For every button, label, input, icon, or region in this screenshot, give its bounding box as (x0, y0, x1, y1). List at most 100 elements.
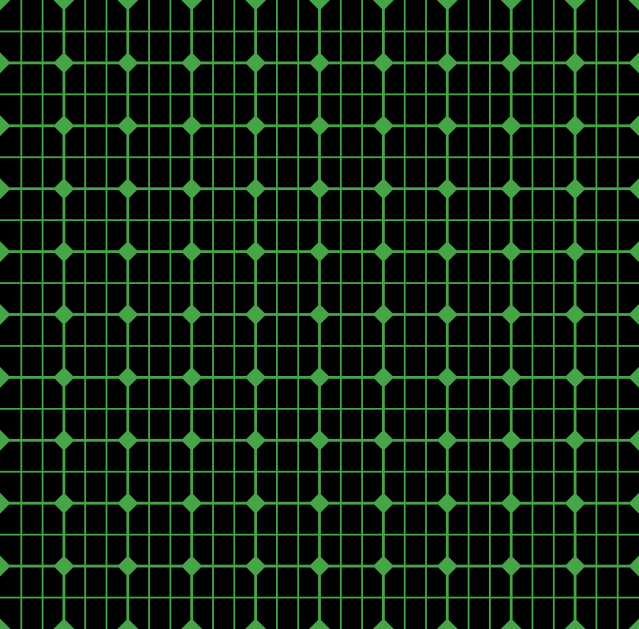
diamond-node (117, 618, 139, 629)
diamond-node (117, 429, 139, 451)
diamond-node (309, 555, 330, 577)
diamond-node (0, 555, 11, 577)
diamond-node (628, 115, 639, 137)
diamond-node (564, 304, 586, 325)
diamond-node (181, 241, 203, 263)
diamond-node (245, 429, 267, 451)
diamond-node (500, 115, 522, 137)
diamond-node (500, 178, 522, 200)
diamond-node (500, 241, 522, 263)
diamond-node (309, 618, 330, 629)
diamond-node (245, 178, 267, 200)
diamond-node (628, 555, 639, 577)
diamond-node (181, 555, 203, 577)
diamond-node (564, 555, 586, 577)
diamond-node (53, 241, 75, 263)
diamond-node (564, 492, 586, 514)
diamond-node (245, 0, 267, 11)
diamond-node (628, 492, 639, 514)
diamond-node (372, 429, 394, 451)
diamond-node (117, 241, 139, 263)
diamond-node (0, 0, 11, 11)
diamond-node (372, 618, 394, 629)
diamond-node (372, 366, 394, 388)
diamond-node (309, 178, 330, 200)
diamond-node (564, 618, 586, 629)
diamond-node (245, 115, 267, 137)
diamond-node (372, 304, 394, 325)
diamond-node (53, 0, 75, 11)
diamond-node (628, 241, 639, 263)
diamond-node (0, 52, 11, 74)
diamond-node (245, 241, 267, 263)
diamond-node (500, 304, 522, 325)
diamond-node (0, 618, 11, 629)
diamond-node (245, 555, 267, 577)
diamond-node (53, 366, 75, 388)
diamond-node (117, 0, 139, 11)
diamond-node (628, 429, 639, 451)
diamond-node (436, 0, 458, 11)
diamond-node (436, 618, 458, 629)
diamond-node (372, 178, 394, 200)
diamond-node (0, 366, 11, 388)
diamond-node (181, 492, 203, 514)
diamond-node (181, 52, 203, 74)
diamond-node (181, 178, 203, 200)
diamond-node (436, 241, 458, 263)
diamond-node (117, 555, 139, 577)
diamond-node (564, 241, 586, 263)
diamond-node (309, 429, 330, 451)
diamond-node (245, 618, 267, 629)
diamond-node (245, 304, 267, 325)
diamond-node (0, 115, 11, 137)
diamond-node (628, 304, 639, 325)
diamond-node (181, 304, 203, 325)
diamond-node (117, 178, 139, 200)
diamond-node (309, 241, 330, 263)
diamond-node (0, 178, 11, 200)
diamond-node (181, 618, 203, 629)
diamond-node (0, 429, 11, 451)
diamond-node (117, 52, 139, 74)
diamond-node (117, 366, 139, 388)
diamond-node (436, 429, 458, 451)
diamond-node (436, 178, 458, 200)
diamond-node (0, 241, 11, 263)
diamond-node (53, 492, 75, 514)
diamond-node (564, 115, 586, 137)
diamond-node (309, 115, 330, 137)
diamond-node (309, 52, 330, 74)
diamond-node (309, 366, 330, 388)
diamond-node (628, 618, 639, 629)
diamond-node (500, 429, 522, 451)
diamond-node (500, 0, 522, 11)
diamond-node (372, 115, 394, 137)
diamond-node (53, 429, 75, 451)
diamond-node (372, 555, 394, 577)
diamond-node (0, 492, 11, 514)
diamond-node (372, 241, 394, 263)
diamond-node (372, 52, 394, 74)
diamond-node (564, 0, 586, 11)
diamond-node (436, 115, 458, 137)
diamond-node (309, 304, 330, 325)
diamond-node (117, 304, 139, 325)
diamond-node (117, 115, 139, 137)
diamond-node (181, 0, 203, 11)
diamond-node (53, 304, 75, 325)
diamond-node (436, 492, 458, 514)
diamond-node (53, 178, 75, 200)
diamond-node (53, 555, 75, 577)
diamond-node (309, 0, 330, 11)
diamond-node (372, 492, 394, 514)
diamond-node (117, 492, 139, 514)
diamond-node (500, 618, 522, 629)
diamond-node (628, 52, 639, 74)
diamond-node (564, 52, 586, 74)
diamond-node (181, 366, 203, 388)
diamond-node (181, 429, 203, 451)
diamond-node (181, 115, 203, 137)
